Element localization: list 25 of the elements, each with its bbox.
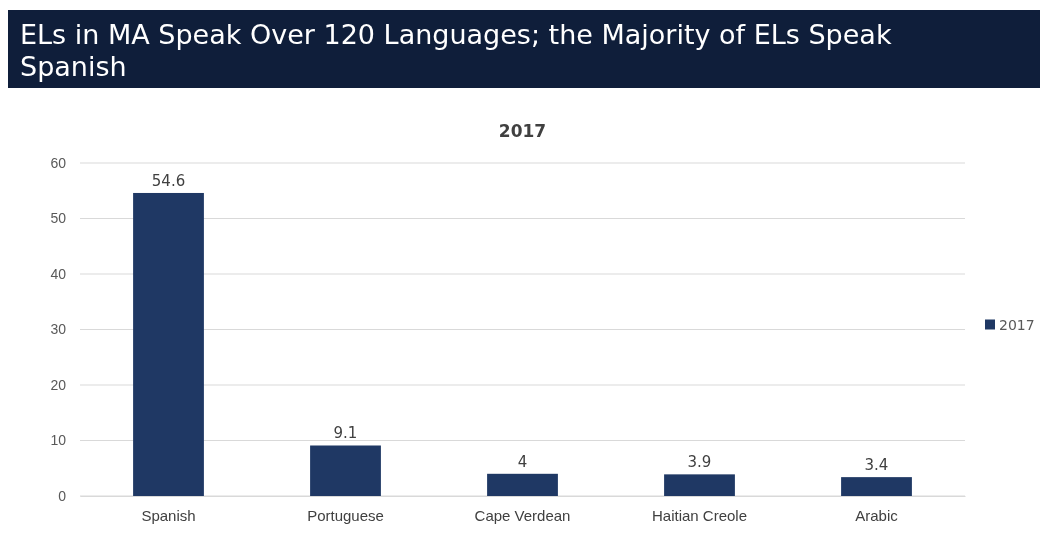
legend-label: 2017 <box>999 316 1035 333</box>
chart-subtitle: 2017 <box>498 121 547 141</box>
x-tick-label: Spanish <box>141 506 196 524</box>
bar <box>841 477 912 496</box>
bar <box>133 192 204 496</box>
data-label: 4 <box>517 452 528 471</box>
y-tick-label: 0 <box>58 487 67 504</box>
data-label: 9.1 <box>333 424 358 443</box>
y-tick-label: 30 <box>50 321 67 338</box>
data-label: 54.6 <box>151 171 186 190</box>
x-tick-label: Portuguese <box>307 506 384 524</box>
y-tick-label: 50 <box>50 210 67 227</box>
bar <box>664 474 735 496</box>
x-tick-label: Arabic <box>855 506 899 524</box>
y-tick-label: 10 <box>50 432 67 449</box>
data-label: 3.4 <box>864 456 889 475</box>
chart-title: ELs in MA Speak Over 120 Languages; the Majority of ELs Speak Spanish <box>20 19 892 82</box>
y-tick-label: 40 <box>50 265 67 282</box>
bar <box>487 473 558 496</box>
data-label: 3.9 <box>687 453 712 472</box>
y-tick-label: 60 <box>50 154 67 171</box>
bar <box>310 445 381 496</box>
y-tick-label: 20 <box>50 376 67 393</box>
x-tick-label: Cape Verdean <box>474 506 571 524</box>
x-tick-label: Haitian Creole <box>651 506 748 524</box>
